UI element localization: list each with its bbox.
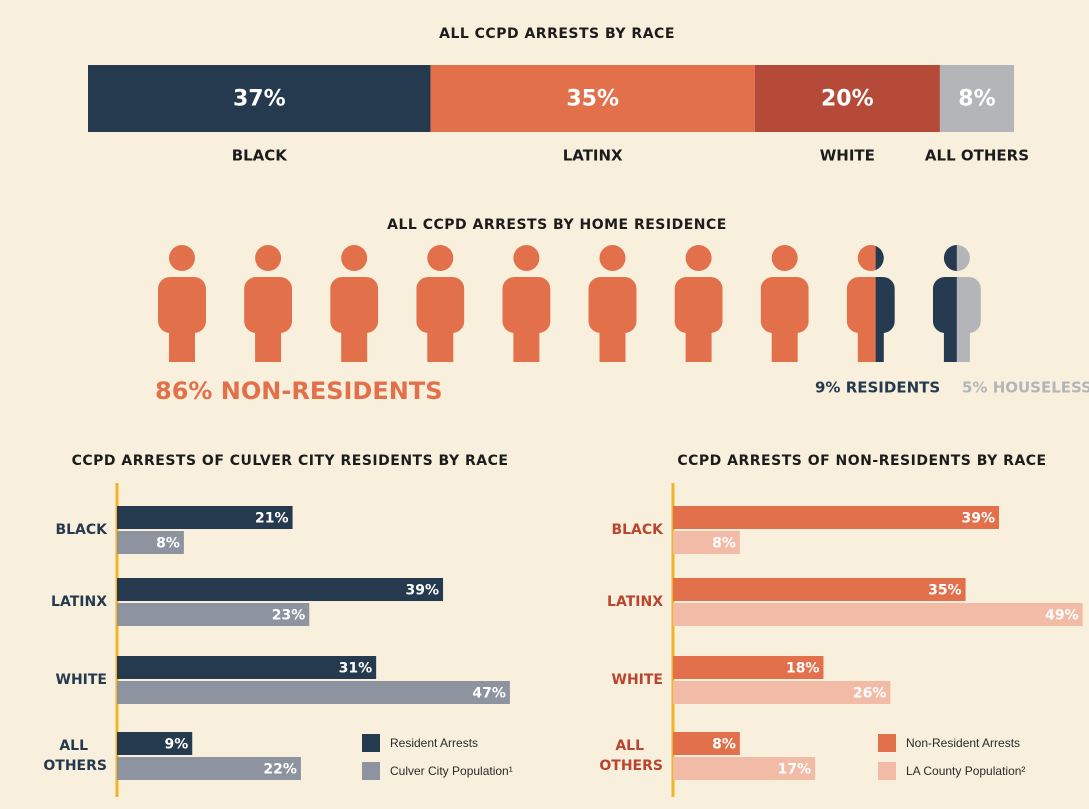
bar bbox=[673, 531, 740, 554]
bar bbox=[117, 506, 293, 529]
bar bbox=[673, 578, 966, 601]
value-label: 31% bbox=[339, 661, 373, 677]
category-label: LATINX bbox=[607, 594, 663, 610]
category-label: BLACK bbox=[611, 522, 664, 538]
value-label: 23% bbox=[272, 608, 306, 624]
bar bbox=[117, 578, 444, 601]
value-label: 18% bbox=[786, 661, 820, 677]
category-label: ALL OTHERS bbox=[925, 147, 1029, 165]
bar bbox=[673, 656, 824, 679]
legend-swatch bbox=[878, 762, 896, 780]
category-label: LATINX bbox=[563, 147, 623, 165]
value-label: 8% bbox=[712, 737, 736, 753]
chart-title: CCPD ARRESTS OF NON-RESIDENTS BY RACE bbox=[677, 453, 1046, 469]
bar-segment bbox=[88, 65, 431, 132]
residence-label: 86% NON-RESIDENTS bbox=[155, 377, 442, 405]
value-label: 37% bbox=[233, 87, 286, 112]
value-label: 21% bbox=[255, 511, 289, 527]
value-label: 26% bbox=[853, 686, 887, 702]
legend-label: Culver City Population¹ bbox=[390, 764, 513, 778]
bar bbox=[117, 757, 301, 780]
bar-segment bbox=[430, 65, 755, 132]
bar bbox=[673, 506, 1000, 529]
legend-swatch bbox=[362, 762, 380, 780]
value-label: 8% bbox=[156, 536, 180, 552]
bar bbox=[673, 757, 816, 780]
value-label: 49% bbox=[1045, 608, 1079, 624]
category-label: ALL OTHERS bbox=[599, 738, 663, 774]
value-label: 9% bbox=[164, 737, 188, 753]
value-label: 35% bbox=[566, 87, 619, 112]
value-label: 47% bbox=[472, 686, 506, 702]
bar bbox=[117, 656, 377, 679]
bar-segment bbox=[939, 65, 1014, 132]
bar bbox=[117, 603, 310, 626]
legend-label: Non-Resident Arrests bbox=[906, 736, 1020, 750]
bar bbox=[673, 732, 740, 755]
category-label: LATINX bbox=[51, 594, 107, 610]
legend-label: Resident Arrests bbox=[390, 736, 478, 750]
legend-label: LA County Population² bbox=[906, 764, 1025, 778]
bar bbox=[117, 531, 184, 554]
residence-label: 5% HOUSELESS bbox=[962, 379, 1089, 397]
value-label: 39% bbox=[962, 511, 996, 527]
bar bbox=[117, 681, 510, 704]
bar bbox=[673, 603, 1083, 626]
value-label: 35% bbox=[928, 583, 962, 599]
value-label: 20% bbox=[821, 87, 874, 112]
chart-title: ALL CCPD ARRESTS BY HOME RESIDENCE bbox=[387, 217, 727, 233]
bar bbox=[117, 732, 193, 755]
value-label: 39% bbox=[406, 583, 440, 599]
category-label: WHITE bbox=[820, 147, 875, 165]
value-label: 8% bbox=[958, 87, 995, 112]
value-label: 8% bbox=[712, 536, 736, 552]
legend-swatch bbox=[878, 734, 896, 752]
category-label: BLACK bbox=[232, 147, 289, 165]
value-label: 17% bbox=[778, 762, 812, 778]
value-label: 22% bbox=[263, 762, 297, 778]
chart-title: ALL CCPD ARRESTS BY RACE bbox=[439, 26, 675, 42]
category-label: WHITE bbox=[612, 672, 663, 688]
residence-label: 9% RESIDENTS bbox=[815, 379, 940, 397]
category-label: BLACK bbox=[55, 522, 108, 538]
category-label: ALL OTHERS bbox=[43, 738, 107, 774]
legend-swatch bbox=[362, 734, 380, 752]
bar bbox=[673, 681, 891, 704]
chart-title: CCPD ARRESTS OF CULVER CITY RESIDENTS BY… bbox=[72, 453, 509, 469]
category-label: WHITE bbox=[56, 672, 107, 688]
bar-segment bbox=[754, 65, 940, 132]
